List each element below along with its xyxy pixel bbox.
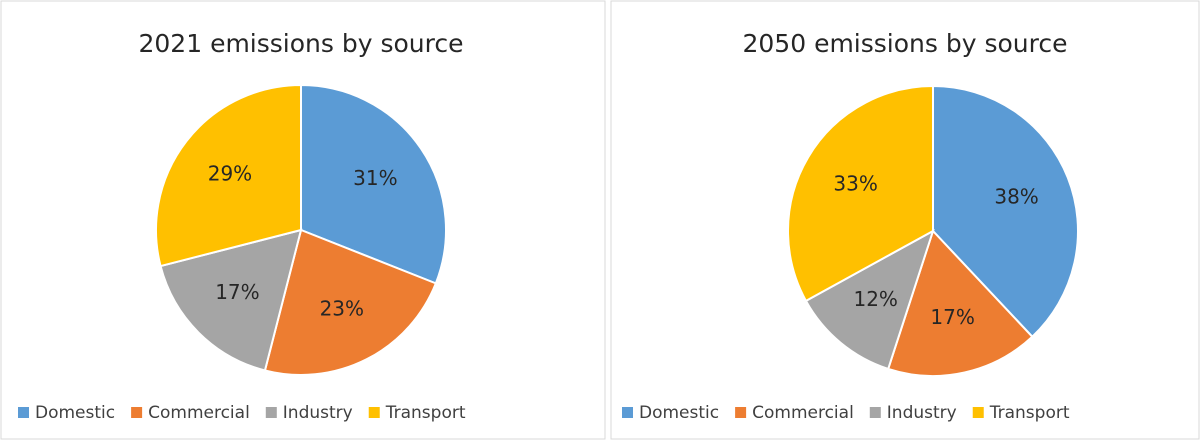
- chart-title: 2050 emissions by source: [743, 29, 1068, 58]
- legend-entry: Domestic: [639, 403, 719, 423]
- legend-entry: Commercial: [148, 403, 250, 423]
- data-label: 17%: [215, 280, 259, 304]
- pie-slice: [159, 228, 303, 372]
- chart-title: 2021 emissions by source: [139, 29, 464, 58]
- data-label: 23%: [320, 297, 364, 321]
- pie-slice: [300, 83, 447, 285]
- legend-swatch: [131, 407, 143, 418]
- legend-entry: Domestic: [35, 403, 115, 423]
- data-label: 29%: [208, 161, 252, 185]
- legend-entry: Transport: [989, 403, 1070, 423]
- legend-entry: Commercial: [752, 403, 854, 423]
- legend-entry: Transport: [385, 403, 466, 423]
- data-label: 38%: [994, 184, 1038, 208]
- data-label: 12%: [853, 287, 897, 311]
- legend-entry: Industry: [283, 403, 353, 423]
- pie-slice: [787, 84, 934, 303]
- legend-swatch: [368, 407, 380, 418]
- pie-slice: [932, 84, 1079, 339]
- legend-swatch: [869, 407, 881, 418]
- pie-slice: [886, 229, 1034, 377]
- legend-swatch: [18, 407, 29, 418]
- data-label: 31%: [353, 166, 397, 190]
- data-label: 33%: [833, 172, 877, 196]
- legend-swatch: [265, 407, 277, 418]
- legend-entry: Industry: [887, 403, 957, 423]
- legend-swatch: [735, 407, 747, 418]
- pie-slice: [263, 228, 438, 376]
- legend-swatch: [622, 407, 633, 418]
- pie-slice: [155, 83, 302, 268]
- legend-swatch: [972, 407, 984, 418]
- pie-slice: [804, 228, 935, 371]
- data-label: 17%: [930, 305, 974, 329]
